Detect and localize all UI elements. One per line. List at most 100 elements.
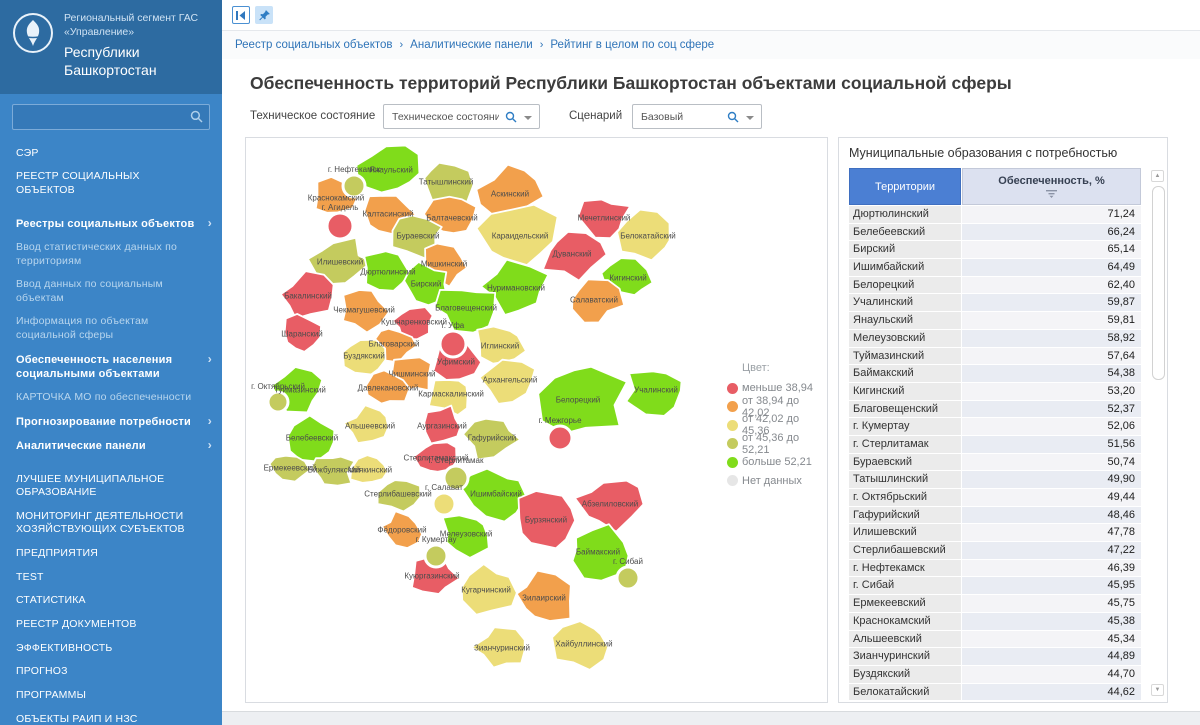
sidebar-item-2[interactable]: Реестры социальных объектов ›: [16, 215, 212, 230]
table-row[interactable]: Дюртюлинский 71,24: [849, 206, 1141, 223]
map-region-Бирский[interactable]: [403, 261, 449, 307]
map-region-Ермекеевский[interactable]: [268, 454, 311, 483]
search-input[interactable]: [13, 104, 209, 129]
sidebar-item-16[interactable]: ЭФФЕКТИВНОСТЬ: [16, 641, 113, 654]
table-row[interactable]: Кигинский 53,20: [849, 382, 1141, 400]
map-city-г. Межгорье[interactable]: [546, 424, 574, 452]
map-region-Янаульский[interactable]: [355, 144, 421, 194]
map-region-Хайбуллинский[interactable]: [551, 620, 609, 671]
sidebar-item-11[interactable]: МОНИТОРИНГ ДЕЯТЕЛЬНОСТИ ХОЗЯЙСТВУЮЩИХ СУ…: [16, 509, 185, 536]
map-region-Мечетлинский[interactable]: [577, 198, 632, 239]
map-region-Бакалинский[interactable]: [279, 270, 335, 320]
map-region-Бурзянский[interactable]: [517, 490, 576, 550]
sidebar-item-9[interactable]: Аналитические панели ›: [16, 438, 212, 453]
map-region-Салаватский[interactable]: [571, 278, 626, 324]
table-row[interactable]: г. Сибай 45,95: [849, 577, 1141, 595]
table-row[interactable]: Благовещенский 52,37: [849, 400, 1141, 418]
table-row[interactable]: Илишевский 47,78: [849, 524, 1141, 542]
scroll-up-button[interactable]: ▲: [1151, 170, 1164, 182]
map-city-г. Уфа[interactable]: [438, 329, 468, 359]
table-row[interactable]: Альшеевский 45,34: [849, 630, 1141, 648]
sidebar-item-14[interactable]: СТАТИСТИКА: [16, 594, 86, 607]
map-region-Фёдоровский[interactable]: [381, 510, 423, 549]
table-row[interactable]: Буздякский 44,70: [849, 665, 1141, 683]
map-region-Аургазинский[interactable]: [423, 404, 462, 445]
map-region-Буздякский[interactable]: [341, 338, 387, 376]
table-row[interactable]: Ермекеевский 45,75: [849, 595, 1141, 612]
sidebar-item-0[interactable]: СЭР: [16, 146, 39, 159]
map-region-Кугарчинский[interactable]: [460, 563, 518, 616]
map-region-Белорецкий[interactable]: [537, 365, 628, 435]
map-city-г. Стерлитамак[interactable]: [442, 464, 470, 492]
sidebar-item-1[interactable]: РЕЕСТР СОЦИАЛЬНЫХ ОБЪЕКТОВ: [16, 170, 140, 196]
map-region-Кушнаренковский[interactable]: [391, 306, 434, 341]
map-region-Дуванский[interactable]: [541, 231, 608, 282]
sidebar-item-18[interactable]: ПРОГРАММЫ: [16, 688, 87, 701]
sidebar-item-19[interactable]: ОБЪЕКТЫ РАИП И НЗС: [16, 712, 138, 725]
map-region-Зилаирский[interactable]: [515, 569, 572, 622]
tech-state-dropdown[interactable]: Техническое состояние (Все элем...: [383, 103, 540, 129]
map-region-Белокатайский[interactable]: [616, 208, 671, 262]
column-header-provision[interactable]: Обеспеченность, %: [962, 168, 1141, 205]
table-row[interactable]: Баймакский 54,38: [849, 365, 1141, 382]
map-city-г. Кумертау[interactable]: [423, 543, 449, 569]
search-icon[interactable]: [190, 110, 203, 123]
map-region-Архангельский[interactable]: [478, 358, 536, 405]
map-region-Илишевский[interactable]: [307, 236, 372, 286]
table-row[interactable]: Зианчуринский 44,89: [849, 648, 1141, 665]
table-row[interactable]: Мелеузовский 58,92: [849, 329, 1141, 347]
sidebar-item-12[interactable]: ПРЕДПРИЯТИЯ: [16, 547, 99, 560]
map-region-Абзелиловский[interactable]: [573, 479, 645, 533]
table-row[interactable]: Краснокамский 45,38: [849, 612, 1141, 630]
map-region-Альшеевский[interactable]: [342, 404, 390, 445]
map-region-Дюртюлинский[interactable]: [363, 250, 411, 292]
table-row[interactable]: Янаульский 59,81: [849, 312, 1141, 329]
table-row[interactable]: г. Октябрьский 49,44: [849, 489, 1141, 506]
map-city-г. Октябрьский[interactable]: [266, 390, 290, 414]
table-row[interactable]: Татышлинский 49,90: [849, 471, 1141, 488]
filter-sort-icon[interactable]: [1046, 190, 1057, 198]
map-region-Зианчуринский[interactable]: [470, 626, 526, 669]
scenario-dropdown[interactable]: Базовый: [632, 103, 762, 129]
map-region-Гафурийский[interactable]: [462, 417, 522, 461]
map-region-Давлекановский[interactable]: [365, 369, 411, 405]
map-region-Чекмагушевский[interactable]: [342, 289, 390, 334]
sidebar-item-3[interactable]: Ввод статистических данных по территория…: [16, 240, 178, 267]
sidebar-item-10[interactable]: ЛУЧШЕЕ МУНИЦИПАЛЬНОЕ ОБРАЗОВАНИЕ: [16, 472, 165, 499]
table-row[interactable]: г. Кумертау 52,06: [849, 418, 1141, 435]
map-region-Бижбулякский[interactable]: [310, 455, 356, 487]
scroll-down-button[interactable]: ▼: [1151, 684, 1164, 696]
map-city-г. Нефтекамск[interactable]: [341, 173, 367, 199]
sidebar-item-17[interactable]: ПРОГНОЗ: [16, 665, 68, 678]
sidebar-item-15[interactable]: РЕЕСТР ДОКУМЕНТОВ: [16, 618, 137, 631]
sidebar-item-4[interactable]: Ввод данных по социальным объектам: [16, 278, 163, 304]
table-row[interactable]: Белокатайский 44,62: [849, 683, 1141, 701]
table-row[interactable]: г. Стерлитамак 51,56: [849, 435, 1141, 453]
table-row[interactable]: г. Нефтекамск 46,39: [849, 559, 1141, 577]
pin-button[interactable]: [255, 6, 273, 24]
map-city-г. Салават[interactable]: [431, 491, 457, 517]
sidebar-item-8[interactable]: Прогнозирование потребности ›: [16, 413, 212, 428]
map-region-Мелеузовский[interactable]: [441, 514, 490, 559]
map-region-Караидельский[interactable]: [475, 203, 559, 266]
table-row[interactable]: Бураевский 50,74: [849, 453, 1141, 471]
map-city-г. Сибай[interactable]: [615, 565, 641, 591]
map-region-Нуримановский[interactable]: [480, 258, 550, 316]
table-row[interactable]: Белорецкий 62,40: [849, 276, 1141, 294]
map-region-Стерлитамакский[interactable]: [412, 441, 458, 473]
table-row[interactable]: Белебеевский 66,24: [849, 223, 1141, 241]
table-row[interactable]: Ишимбайский 64,49: [849, 259, 1141, 276]
table-row[interactable]: Туймазинский 57,64: [849, 347, 1141, 365]
collapse-sidebar-button[interactable]: [232, 6, 250, 24]
table-row[interactable]: Учалинский 59,87: [849, 294, 1141, 312]
scrollbar-thumb[interactable]: [1152, 186, 1165, 380]
map-region-Кармаскалинский[interactable]: [428, 379, 469, 416]
breadcrumb-link-1[interactable]: Аналитические панели: [410, 39, 533, 51]
map-region-Шаранский[interactable]: [283, 313, 322, 353]
table-row[interactable]: Бирский 65,14: [849, 241, 1141, 259]
sidebar-item-6[interactable]: Обеспеченность населения социальными объ…: [16, 351, 212, 381]
map-region-Баймакский[interactable]: [571, 523, 630, 582]
map-region-Учалинский[interactable]: [625, 370, 683, 417]
map-region-Миякинский[interactable]: [349, 454, 389, 484]
column-header-territories[interactable]: Территории: [849, 168, 961, 205]
